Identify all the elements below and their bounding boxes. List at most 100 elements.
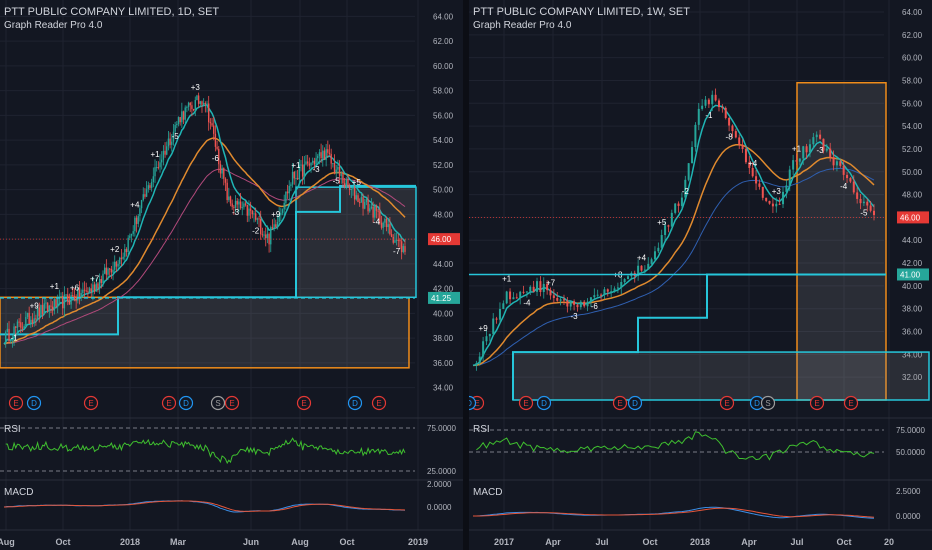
right-chart-panel[interactable]: 64.00 62.00 60.00 58.00 56.00 54.00 52.00 50.00… [469,0,932,550]
panel-divider[interactable] [463,0,469,550]
candle-body [552,295,555,299]
rsi-axis-label: 75.0000 [896,426,925,435]
macd-axis-label: 2.0000 [427,480,452,489]
wave-count-label: +4 [748,159,758,168]
candle-body [485,336,488,342]
candle-body [135,217,138,224]
wave-count-label: +5 [352,178,362,187]
candle-body [213,125,215,134]
right-chart-indicator-name: Graph Reader Pro 4.0 [473,20,572,31]
candle-body [196,95,198,101]
event-marker [178,395,194,411]
candle-body [124,249,126,257]
event-marker-letter: E [814,399,819,408]
candle-body [482,341,485,357]
time-axis-label: Apr [741,537,757,547]
price-axis-label: 58.00 [433,87,454,96]
candle-body [728,118,731,126]
last-price-tag [897,211,929,224]
candle-body [839,161,842,166]
support-price-tag [897,268,929,281]
range-box [0,296,410,369]
price-axis-label: 60.00 [433,62,454,71]
candle-body [68,301,71,305]
candle-body [127,237,129,253]
candle-body [395,239,398,241]
candle-body [177,117,180,125]
candle-body [748,162,751,168]
candle-body [822,138,825,151]
candle-body [46,302,49,312]
time-axis-label: Oct [836,537,851,547]
time-axis-label: 2018 [120,537,140,547]
candle-body [283,202,285,210]
candle-body [149,185,151,188]
event-marker [26,395,42,411]
candle-body [529,286,532,292]
right-chart-canvas[interactable]: 64.00 62.00 60.00 58.00 56.00 54.00 52.00 50.00… [469,0,932,550]
candle-body [596,294,599,296]
candle-body [223,167,225,179]
price-axis-label: 34.00 [902,350,923,359]
candle-body [846,174,849,179]
left-chart-canvas[interactable]: 64.00 62.00 60.00 58.00 56.00 54.00 52.00 50.00… [0,0,463,550]
candle-body [829,148,832,158]
candle-body [333,162,336,173]
wave-count-label: +5 [657,218,667,227]
candle-body [174,125,176,132]
candle-body [169,138,171,145]
left-chart-panel[interactable]: 64.00 62.00 60.00 58.00 56.00 54.00 52.00 50.00… [0,0,463,550]
candle-body [162,150,165,160]
candle-body [525,291,528,293]
wave-count-label: +9 [479,324,489,333]
candle-body [808,144,811,153]
candle-body [82,289,84,294]
candle-body [771,203,774,207]
candle-body [394,240,396,243]
candle-body [714,94,717,101]
candle-body [637,265,640,277]
long-moving-average [3,168,406,345]
candle-body [179,117,181,123]
rsi-line [476,431,875,461]
candle-body [78,287,81,298]
event-marker [8,395,24,411]
candle-body [711,94,714,105]
candle-body [375,205,378,211]
candle-body [171,141,173,145]
candle-body [495,318,498,320]
candle-body [328,152,331,154]
candle-body [244,203,247,205]
candle-body [298,164,300,180]
candle-body [98,279,101,289]
candle-body [387,224,389,228]
candle-body [660,234,663,248]
candle-body [704,99,707,106]
candle-body [357,195,359,203]
candle-body [130,233,133,236]
candle-body [815,134,818,138]
candle-body [97,283,99,289]
candle-body [364,202,366,209]
wave-count-label: +1 [150,150,160,159]
candle-body [152,176,155,183]
candle-body [318,152,321,156]
candle-body [370,206,373,209]
candle-body [819,134,822,139]
last-price-value: 46.00 [900,213,921,222]
event-marker [612,395,628,411]
candle-body [390,234,393,238]
candle-body [93,284,96,292]
candle-body [253,213,255,215]
candle-body [691,147,694,164]
candle-body [610,291,613,293]
candle-body [31,319,34,324]
event-marker [161,395,177,411]
event-marker-letter: E [166,399,171,408]
candle-body [243,203,245,208]
candle-body [670,212,673,227]
candle-body [782,191,785,205]
candle-body [83,289,86,291]
candle-body [194,100,196,111]
candle-body [129,235,131,238]
